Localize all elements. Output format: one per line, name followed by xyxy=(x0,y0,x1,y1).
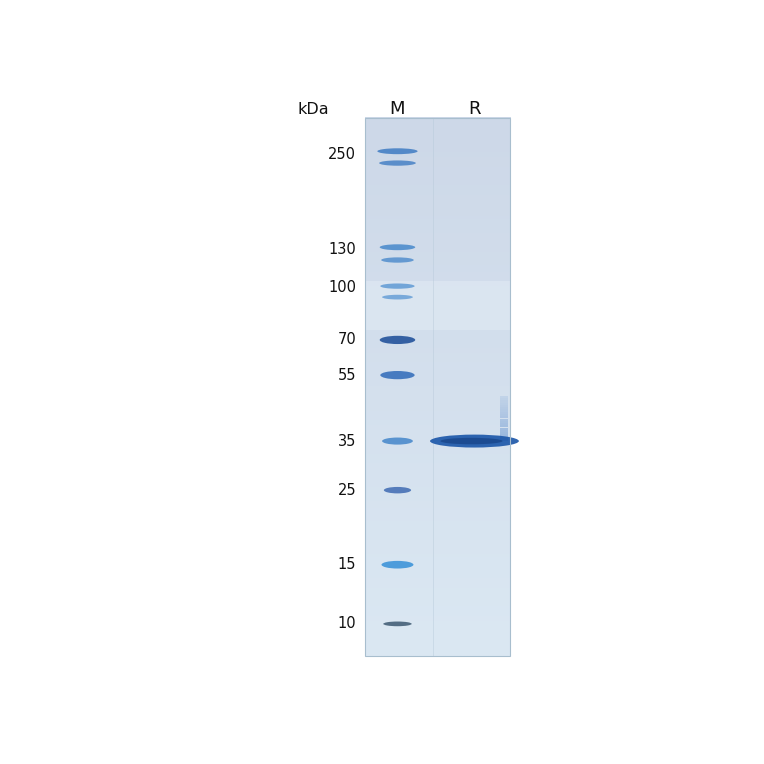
Bar xyxy=(500,439,507,441)
Ellipse shape xyxy=(380,336,416,344)
Ellipse shape xyxy=(380,283,415,289)
Ellipse shape xyxy=(382,438,413,445)
Text: 15: 15 xyxy=(338,557,356,572)
Ellipse shape xyxy=(377,148,418,154)
Bar xyxy=(500,403,507,405)
Text: 130: 130 xyxy=(329,242,356,257)
Text: 100: 100 xyxy=(328,280,356,296)
Text: 35: 35 xyxy=(338,433,356,448)
Text: 55: 55 xyxy=(338,367,356,383)
Text: 250: 250 xyxy=(328,147,356,162)
Ellipse shape xyxy=(381,561,413,568)
Bar xyxy=(500,416,507,419)
Bar xyxy=(500,405,507,407)
Ellipse shape xyxy=(381,257,414,263)
Bar xyxy=(500,426,507,428)
Bar xyxy=(500,398,507,400)
Text: R: R xyxy=(468,100,481,118)
Ellipse shape xyxy=(380,371,415,379)
Text: kDa: kDa xyxy=(298,102,329,117)
Ellipse shape xyxy=(379,160,416,166)
Ellipse shape xyxy=(384,622,412,626)
Bar xyxy=(500,396,507,398)
Ellipse shape xyxy=(380,244,416,250)
Bar xyxy=(500,419,507,421)
Bar xyxy=(500,423,507,426)
Bar xyxy=(500,435,507,436)
Bar xyxy=(365,280,510,330)
Text: 25: 25 xyxy=(338,483,356,497)
Bar xyxy=(500,437,507,439)
Ellipse shape xyxy=(430,435,519,448)
Text: 70: 70 xyxy=(337,332,356,348)
Bar xyxy=(365,118,510,656)
Text: M: M xyxy=(390,100,405,118)
Text: 10: 10 xyxy=(338,617,356,631)
Bar xyxy=(500,432,507,434)
Bar xyxy=(500,414,507,416)
Ellipse shape xyxy=(382,295,413,299)
Bar xyxy=(500,400,507,403)
Ellipse shape xyxy=(440,438,503,445)
Bar xyxy=(500,428,507,429)
Bar xyxy=(500,421,507,423)
Ellipse shape xyxy=(384,487,411,494)
Bar xyxy=(500,430,507,432)
Bar xyxy=(500,412,507,414)
Bar xyxy=(500,410,507,412)
Bar xyxy=(500,407,507,410)
